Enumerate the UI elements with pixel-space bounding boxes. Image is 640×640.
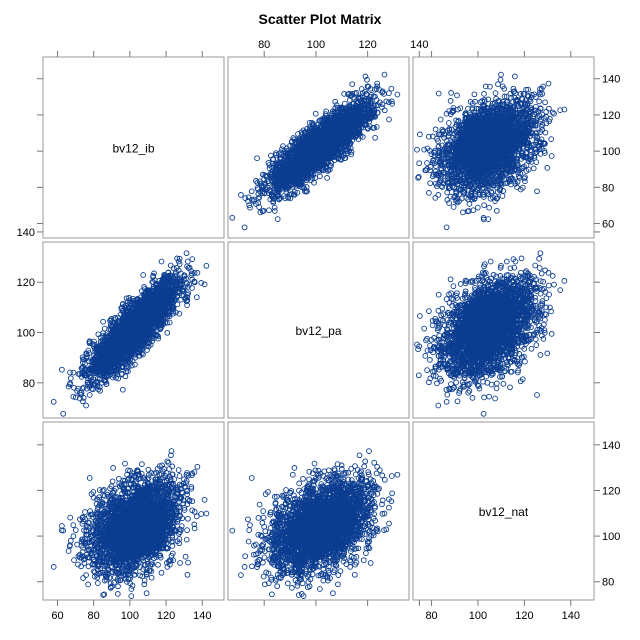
point — [383, 98, 390, 105]
point — [388, 85, 395, 92]
point — [238, 192, 244, 198]
point — [381, 107, 388, 114]
point — [255, 195, 262, 202]
point — [256, 194, 263, 201]
point — [271, 208, 278, 214]
scatter-panel-bv12_ib-vs-bv12_pa — [229, 71, 401, 231]
point — [374, 80, 381, 87]
chart-title: Scatter Plot Matrix — [259, 11, 382, 27]
point — [381, 71, 388, 78]
variable-label-bv12_ib: bv12_ib — [112, 142, 154, 156]
point — [373, 124, 380, 130]
point — [254, 155, 260, 162]
point — [332, 98, 339, 105]
cell-frame-0-0 — [42, 56, 225, 239]
point — [328, 163, 334, 169]
point — [333, 102, 340, 108]
point — [241, 224, 248, 231]
point — [271, 204, 278, 211]
point — [358, 86, 365, 92]
point — [256, 204, 262, 210]
